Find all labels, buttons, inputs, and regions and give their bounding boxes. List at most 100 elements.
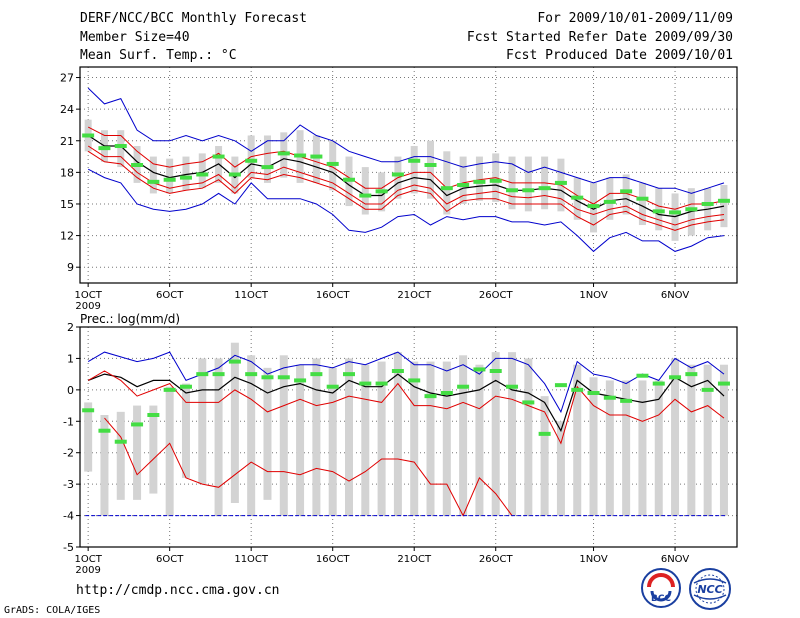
prec-spread-box: [442, 361, 451, 516]
prec-spread-box: [654, 380, 663, 516]
prec-spread-box: [149, 405, 158, 494]
prec-obs-marker: [359, 381, 372, 386]
prec-spread-box: [328, 367, 337, 516]
prec-spread-box: [719, 364, 728, 516]
temp-series-lower2: [87, 150, 725, 231]
temp-obs-marker: [294, 153, 307, 158]
temp-obs-marker: [669, 210, 682, 215]
temp-obs-marker: [391, 172, 404, 177]
temp-obs-marker: [277, 151, 290, 156]
prec-spread-box: [181, 383, 190, 478]
prec-obs-marker: [717, 381, 730, 386]
temp-obs-marker: [342, 177, 355, 182]
prec-spread-box: [116, 411, 125, 500]
prec-ytick-label: 1: [67, 352, 74, 365]
prec-xtick-label: 6OCT: [156, 554, 184, 565]
temp-obs-marker: [131, 162, 144, 167]
prec-xtick-label: 1OCT: [74, 554, 102, 565]
prec-spread-box: [687, 364, 696, 516]
prec-xtick-year: 2009: [75, 565, 100, 576]
temp-obs-marker: [717, 198, 730, 203]
prec-spread-box: [84, 402, 93, 472]
temp-spread-box: [263, 135, 271, 183]
prec-spread-box: [312, 358, 321, 516]
prec-obs-marker: [294, 378, 307, 383]
prec-spread-box: [475, 364, 484, 516]
temp-obs-marker: [326, 161, 339, 166]
header-title: DERF/NCC/BCC Monthly Forecast: [80, 11, 307, 26]
bcc-logo: BCC: [641, 568, 681, 608]
prec-spread-box: [279, 355, 288, 516]
temp-obs-marker: [212, 154, 225, 159]
prec-spread-box: [671, 358, 680, 516]
prec-obs-marker: [506, 384, 519, 389]
temp-ytick-label: 18: [60, 166, 74, 179]
temp-obs-marker: [82, 133, 95, 138]
temp-xtick-year: 2009: [75, 301, 100, 312]
temp-obs-marker: [147, 179, 160, 184]
temp-obs-marker: [603, 199, 616, 204]
temp-obs-marker: [408, 158, 421, 163]
prec-ytick-label: -4: [63, 510, 74, 523]
prec-ytick-label: 2: [67, 321, 74, 334]
prec-obs-marker: [522, 400, 535, 405]
temp-series-mean: [87, 134, 725, 218]
temp-obs-marker: [179, 175, 192, 180]
temp-spread-box: [459, 156, 467, 204]
prec-obs-marker: [114, 439, 127, 444]
temp-spread-box: [606, 177, 614, 220]
temp-series-max: [87, 87, 725, 194]
prec-obs-marker: [457, 384, 470, 389]
prec-obs-marker: [408, 378, 421, 383]
temp-obs-marker: [228, 172, 241, 177]
temp-spread-box: [427, 140, 435, 199]
temp-ytick-label: 24: [60, 103, 74, 116]
prec-ytick-label: -3: [63, 478, 74, 491]
prec-obs-marker: [440, 391, 453, 395]
temp-xtick-label: 1NOV: [579, 290, 608, 301]
prec-obs-marker: [554, 383, 567, 388]
prec-spread-box: [524, 358, 533, 516]
prec-ytick-label: 0: [67, 384, 74, 397]
prec-spread-box: [100, 415, 109, 516]
prec-obs-marker: [310, 372, 323, 377]
temp-spread-box: [410, 146, 418, 194]
temp-xtick-label: 26OCT: [479, 290, 514, 301]
prec-obs-marker: [212, 372, 225, 377]
temp-spread-box: [655, 188, 663, 231]
prec-obs-marker: [245, 372, 258, 377]
prec-spread-box: [703, 364, 712, 516]
temp-obs-marker: [489, 178, 502, 183]
temp-xtick-label: 1OCT: [74, 290, 102, 301]
prec-spread-box: [230, 342, 239, 503]
temp-spread-box: [149, 156, 157, 194]
prec-xtick-label: 6NOV: [661, 554, 690, 565]
temp-ytick-label: 9: [67, 261, 74, 274]
temp-spread-box: [475, 156, 483, 201]
prec-spread-box: [508, 352, 517, 516]
ncc-logo-text: NCC: [697, 583, 722, 596]
temp-spread-box: [198, 153, 206, 189]
prec-ytick-label: -5: [63, 541, 74, 554]
grads-credit: GrADS: COLA/IGES: [4, 605, 101, 616]
header-start-date: Fcst Started Refer Date 2009/09/30: [466, 30, 733, 45]
prec-obs-marker: [489, 369, 502, 373]
temp-spread-box: [361, 167, 369, 215]
prec-obs-marker: [82, 408, 95, 413]
temp-series-upper: [87, 126, 725, 210]
prec-spread-box: [165, 386, 174, 516]
prec-spread-box: [263, 367, 272, 500]
header-produced-date: Fcst Produced Date 2009/10/01: [506, 48, 733, 63]
prec-series-max: [87, 351, 725, 414]
temp-obs-marker: [685, 207, 698, 212]
temp-obs-marker: [261, 165, 274, 170]
prec-xtick-label: 16OCT: [316, 554, 351, 565]
prec-spread-box: [296, 364, 305, 516]
prec-spread-box: [410, 361, 419, 516]
prec-spread-box: [133, 405, 142, 500]
ncc-logo: NCC: [689, 568, 731, 610]
prec-spread-box: [605, 380, 614, 516]
source-url[interactable]: http://cmdp.ncc.cma.gov.cn: [76, 583, 280, 598]
bcc-logo-text: BCC: [651, 594, 671, 604]
